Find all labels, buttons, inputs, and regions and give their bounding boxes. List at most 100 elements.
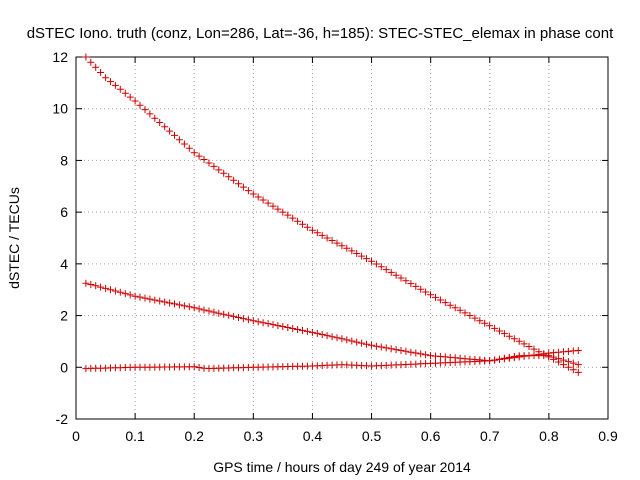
data-point xyxy=(215,309,223,317)
data-point xyxy=(274,205,282,213)
data-point xyxy=(166,299,174,307)
data-point xyxy=(146,295,154,303)
data-point xyxy=(535,350,543,358)
data-point xyxy=(180,302,188,310)
data-point xyxy=(520,352,528,360)
data-point xyxy=(225,173,233,181)
data-point xyxy=(190,149,198,157)
data-point xyxy=(353,338,361,346)
data-point xyxy=(161,123,169,131)
data-point xyxy=(525,343,533,350)
data-point xyxy=(299,326,306,334)
data-point xyxy=(358,252,366,260)
data-point xyxy=(515,337,523,345)
data-point xyxy=(156,119,164,126)
y-tick-label: 2 xyxy=(60,308,68,324)
data-point xyxy=(451,304,459,312)
data-point xyxy=(387,268,395,276)
data-point xyxy=(249,190,257,198)
data-point xyxy=(491,324,499,332)
data-point xyxy=(161,298,169,306)
data-point xyxy=(239,315,247,323)
data-point xyxy=(333,239,341,247)
data-point xyxy=(303,327,311,335)
data-point xyxy=(111,81,119,89)
data-points xyxy=(82,53,582,376)
data-point xyxy=(555,355,563,363)
data-point xyxy=(171,300,178,308)
data-point xyxy=(491,356,499,364)
data-point xyxy=(422,288,430,296)
data-point xyxy=(249,317,257,325)
x-tick-label: 0.5 xyxy=(362,428,382,444)
data-point xyxy=(368,257,375,265)
data-point xyxy=(574,347,582,354)
data-point xyxy=(569,359,577,367)
x-tick-label: 0.7 xyxy=(480,428,500,444)
data-point xyxy=(116,85,124,93)
data-point xyxy=(377,263,385,271)
data-point xyxy=(92,63,100,71)
data-point xyxy=(456,306,464,314)
x-tick-label: 0.3 xyxy=(244,428,264,444)
data-point xyxy=(382,344,390,352)
data-point xyxy=(432,293,439,301)
data-point xyxy=(476,317,484,325)
data-point xyxy=(569,366,577,374)
data-point xyxy=(215,166,223,174)
data-point xyxy=(284,211,292,219)
data-point xyxy=(244,316,252,324)
data-point xyxy=(210,162,218,170)
data-point xyxy=(338,242,346,250)
data-point xyxy=(166,127,174,135)
data-point xyxy=(510,354,518,362)
data-point xyxy=(107,78,114,86)
data-point xyxy=(500,355,508,363)
data-point xyxy=(308,226,316,234)
data-point xyxy=(496,327,503,335)
data-point xyxy=(471,314,479,322)
data-point xyxy=(171,131,178,139)
data-point xyxy=(136,293,144,301)
data-point xyxy=(92,282,100,290)
data-point xyxy=(540,350,548,358)
series-satellite-b xyxy=(82,279,582,369)
data-point xyxy=(82,53,90,61)
data-point xyxy=(289,214,297,222)
x-tick-label: 0.4 xyxy=(303,428,323,444)
data-point xyxy=(175,136,183,144)
data-point xyxy=(185,303,193,311)
data-point xyxy=(392,346,400,354)
data-point xyxy=(97,69,105,76)
data-point xyxy=(343,244,351,252)
data-point xyxy=(131,97,139,105)
data-point xyxy=(289,325,297,332)
data-point xyxy=(446,301,454,309)
data-point xyxy=(180,140,188,148)
data-point xyxy=(461,309,469,317)
data-point xyxy=(353,250,361,257)
data-point xyxy=(126,291,134,299)
data-point xyxy=(269,202,277,210)
data-point xyxy=(259,196,267,204)
data-point xyxy=(530,351,538,359)
data-point xyxy=(348,247,356,255)
data-point xyxy=(274,322,282,330)
chart-title: dSTEC Iono. truth (conz, Lon=286, Lat=-3… xyxy=(27,25,614,42)
data-point xyxy=(294,326,302,333)
data-point xyxy=(141,106,149,114)
data-point xyxy=(368,341,375,349)
data-point xyxy=(417,350,425,358)
data-point xyxy=(372,260,380,268)
data-point xyxy=(102,284,110,292)
data-point xyxy=(205,159,213,167)
data-point xyxy=(358,339,366,347)
x-axis-label: GPS time / hours of day 249 of year 2014 xyxy=(213,459,471,475)
data-point xyxy=(264,199,272,207)
data-point xyxy=(560,356,567,364)
data-point xyxy=(486,322,494,330)
data-point xyxy=(235,180,242,188)
data-point xyxy=(377,343,385,351)
data-point xyxy=(412,282,420,290)
